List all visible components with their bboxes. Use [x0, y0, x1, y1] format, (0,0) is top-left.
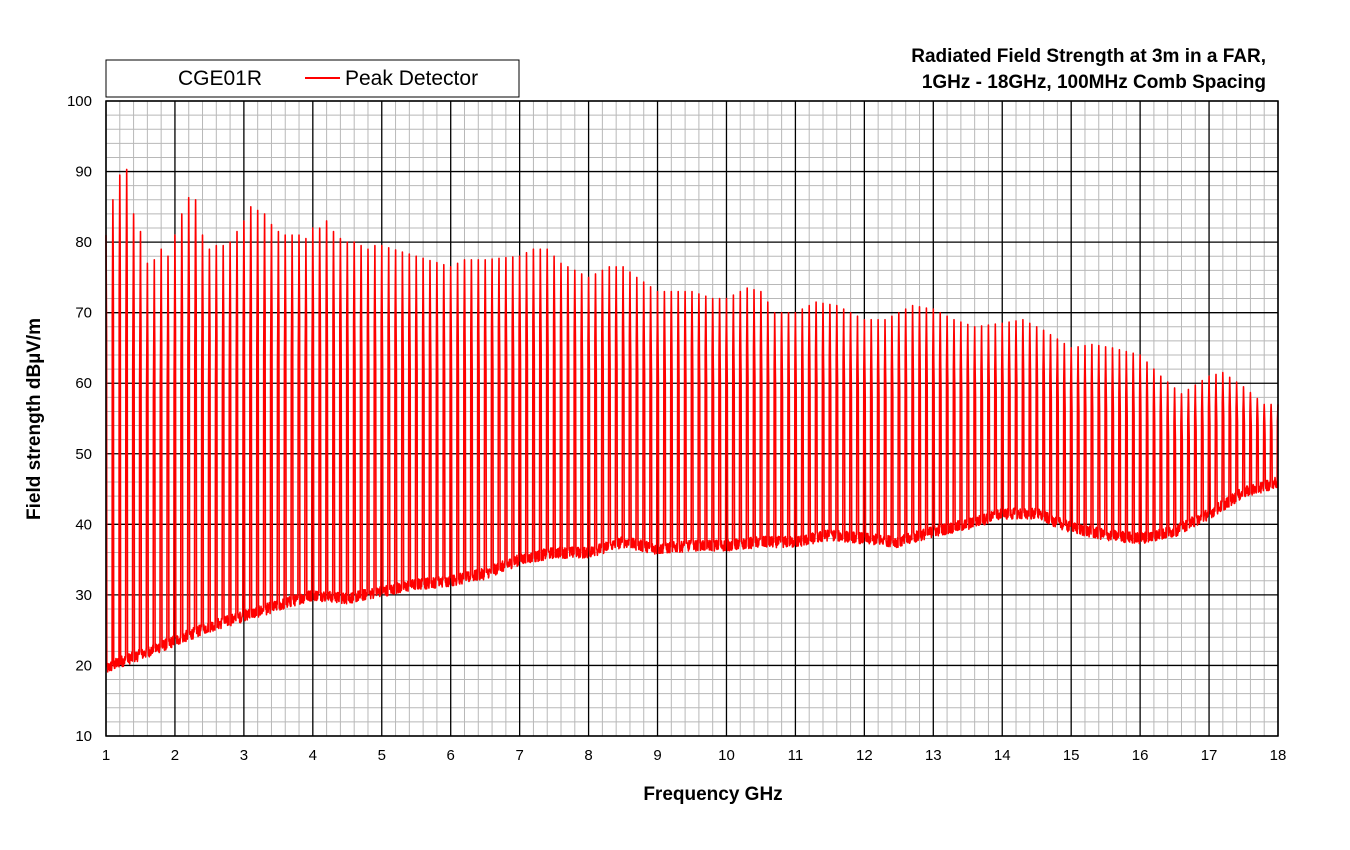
x-tick-labels: 1 2 3 4 5 6 7 8 9 10 11 12 13 14 15 16 17 18	[102, 747, 1287, 764]
x-tick-label: 4	[309, 747, 317, 764]
x-tick-label: 5	[378, 747, 386, 764]
x-tick-label: 3	[240, 747, 248, 764]
y-tick-label: 20	[75, 657, 92, 674]
x-axis-title: Frequency GHz	[643, 784, 782, 805]
series-line-peak-detector	[105, 168, 1279, 673]
x-tick-label: 15	[1063, 747, 1080, 764]
x-tick-label: 8	[584, 747, 592, 764]
legend-device-label: CGE01R	[178, 67, 262, 90]
x-tick-label: 7	[515, 747, 523, 764]
chart-title-line-1: Radiated Field Strength at 3m in a FAR,	[911, 46, 1266, 67]
y-tick-label: 40	[75, 516, 92, 533]
x-tick-label: 13	[925, 747, 942, 764]
series-layer	[105, 168, 1279, 673]
y-tick-label: 50	[75, 446, 92, 463]
y-tick-label: 30	[75, 587, 92, 604]
y-axis-title: Field strength dBµV/m	[24, 318, 45, 520]
legend: CGE01R Peak Detector	[105, 59, 520, 98]
y-tick-label: 100	[67, 93, 92, 110]
x-tick-label: 6	[447, 747, 455, 764]
x-tick-label: 2	[171, 747, 179, 764]
x-tick-label: 9	[653, 747, 661, 764]
y-tick-label: 90	[75, 164, 92, 181]
y-tick-label: 60	[75, 375, 92, 392]
x-tick-label: 1	[102, 747, 110, 764]
y-tick-label: 10	[75, 728, 92, 745]
y-tick-label: 70	[75, 305, 92, 322]
plot-area-border	[105, 100, 1279, 737]
x-tick-label: 10	[718, 747, 735, 764]
x-tick-label: 12	[856, 747, 873, 764]
y-tick-labels: 10 20 30 40 50 60 70 80 90 100	[67, 93, 92, 745]
x-tick-label: 11	[788, 747, 804, 764]
x-tick-label: 18	[1270, 747, 1287, 764]
x-tick-label: 17	[1201, 747, 1218, 764]
chart-title-line-2: 1GHz - 18GHz, 100MHz Comb Spacing	[922, 72, 1266, 93]
y-tick-label: 80	[75, 234, 92, 251]
legend-entry-label: Peak Detector	[345, 67, 478, 90]
x-tick-label: 16	[1132, 747, 1149, 764]
x-tick-label: 14	[994, 747, 1011, 764]
